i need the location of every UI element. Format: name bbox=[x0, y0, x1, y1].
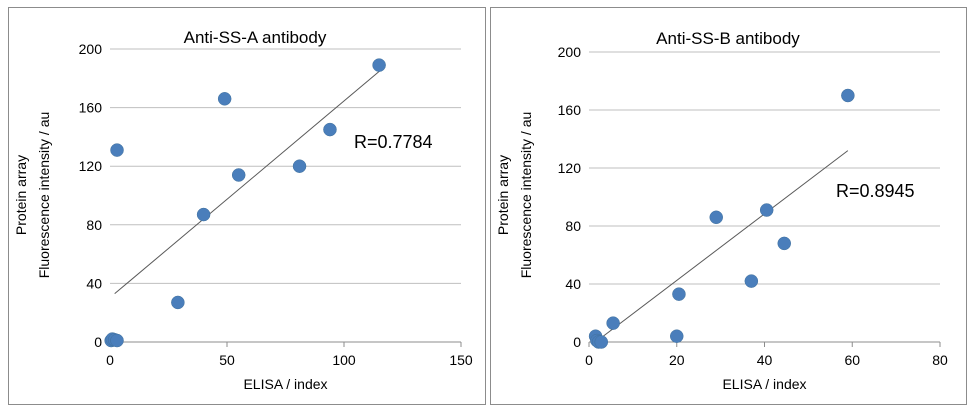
y-tick-label: 160 bbox=[79, 100, 103, 116]
x-axis-label: ELISA / index bbox=[722, 376, 806, 392]
correlation-label: R=0.8945 bbox=[836, 181, 915, 201]
correlation-label: R=0.7784 bbox=[354, 132, 433, 152]
trend-line bbox=[114, 69, 382, 295]
data-point bbox=[323, 122, 337, 137]
data-point bbox=[110, 333, 124, 348]
y-tick-label: 200 bbox=[79, 41, 103, 57]
x-axis-label: ELISA / index bbox=[243, 376, 327, 392]
data-point bbox=[110, 143, 124, 157]
x-tick-label: 40 bbox=[757, 352, 773, 368]
y-tick-label: 160 bbox=[558, 102, 582, 118]
y-tick-label: 80 bbox=[565, 218, 581, 234]
x-tick-label: 100 bbox=[332, 352, 356, 368]
data-point bbox=[217, 92, 232, 106]
data-point bbox=[171, 295, 185, 310]
x-tick-label: 150 bbox=[449, 352, 473, 368]
x-tick-label: 50 bbox=[219, 352, 235, 368]
chart-anti-ss-a: 0 40 80 120 160 200 0 50 100 150 Anti-SS-A antibod… bbox=[13, 28, 473, 392]
y-axis-label-line2: Fluorescence intensity / au bbox=[36, 112, 52, 279]
data-point bbox=[594, 335, 609, 349]
data-point bbox=[744, 274, 759, 288]
chart-title: Anti-SS-A antibody bbox=[184, 28, 327, 47]
y-tick-label: 0 bbox=[94, 334, 102, 350]
chart-panel-anti-ss-a: 0 40 80 120 160 200 0 50 100 150 Anti-SS-A antibod… bbox=[8, 7, 486, 405]
chart-title: Anti-SS-B antibody bbox=[656, 29, 800, 48]
y-tick-label: 40 bbox=[565, 276, 581, 292]
y-tick-label: 200 bbox=[558, 44, 582, 60]
data-point bbox=[606, 316, 620, 330]
x-tick-label: 60 bbox=[844, 352, 860, 368]
data-point bbox=[672, 287, 686, 301]
y-tick-label: 120 bbox=[558, 160, 582, 176]
data-point bbox=[372, 58, 386, 72]
x-tick-label: 80 bbox=[932, 352, 948, 368]
chart-anti-ss-b: 0 40 80 120 160 200 0 20 40 60 80 Anti-SS-B antibod… bbox=[495, 29, 948, 392]
y-axis-label-line1: Protein array bbox=[13, 155, 29, 235]
data-point bbox=[841, 88, 855, 103]
data-point bbox=[670, 329, 684, 343]
y-tick-label: 80 bbox=[86, 217, 102, 233]
trend-line bbox=[595, 150, 849, 343]
data-point bbox=[292, 159, 307, 173]
data-point bbox=[196, 207, 211, 222]
y-axis-label-line1: Protein array bbox=[495, 155, 511, 235]
data-point bbox=[709, 210, 723, 225]
x-tick-label: 0 bbox=[106, 352, 114, 368]
data-point bbox=[777, 236, 791, 251]
x-tick-label: 0 bbox=[585, 352, 593, 368]
data-point bbox=[231, 168, 246, 182]
y-tick-label: 0 bbox=[573, 334, 581, 350]
y-tick-label: 120 bbox=[79, 158, 103, 174]
data-point bbox=[759, 203, 774, 217]
y-axis-label-line2: Fluorescence intensity / au bbox=[518, 112, 534, 279]
x-tick-label: 20 bbox=[669, 352, 685, 368]
y-tick-label: 40 bbox=[86, 275, 102, 291]
chart-panel-anti-ss-b: 0 40 80 120 160 200 0 20 40 60 80 Anti-SS-B antibod… bbox=[490, 7, 967, 405]
